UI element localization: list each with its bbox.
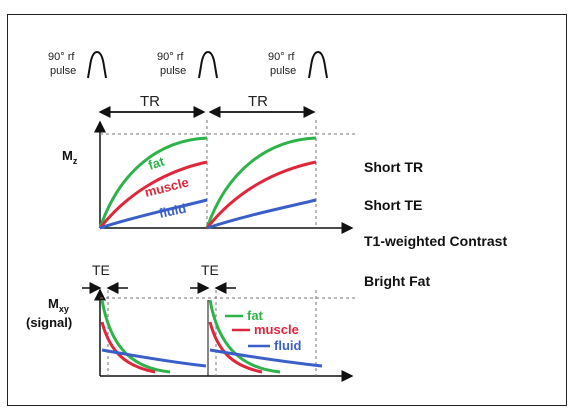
rf-pulse-1: 90° rf pulse [48, 50, 107, 79]
fat-curve-label: fat [146, 153, 166, 172]
rf-pulse-3: 90° rf pulse [268, 50, 328, 79]
short-tr-label: Short TR [364, 159, 423, 175]
short-te-label: Short TE [364, 197, 422, 213]
tr-interval-2: TR [208, 93, 316, 118]
muscle-recovery-curve [98, 160, 317, 229]
te-label: TE [92, 262, 110, 278]
fat-decay-label: fat [247, 308, 264, 323]
pulse-label-line1: 90° rf [157, 51, 184, 63]
te-label: TE [201, 262, 219, 278]
fluid-curve-label: fluid [158, 201, 188, 221]
pulse-shape [308, 50, 328, 79]
te-interval-2: TE [190, 262, 236, 294]
tr-label: TR [248, 93, 268, 110]
muscle-decay-curve-2 [208, 321, 263, 374]
muscle-decay-curve-1 [100, 321, 156, 374]
bright-fat-label: Bright Fat [364, 273, 430, 289]
pulse-label-line2: pulse [50, 65, 76, 77]
fat-recovery-curve [98, 136, 317, 229]
pulse-label-line2: pulse [160, 65, 186, 77]
t1-contrast-label: T1-weighted Contrast [364, 233, 507, 249]
fluid-recovery-curve [99, 198, 317, 230]
pulse-label-line1: 90° rf [268, 51, 295, 63]
mz-axis-label: Mz [62, 148, 78, 166]
pulse-shape [87, 50, 107, 79]
te-interval-1: TE [82, 262, 128, 294]
muscle-decay-label: muscle [254, 322, 299, 337]
fat-decay-curve-2 [208, 299, 281, 374]
tr-interval-1: TR [98, 93, 206, 118]
muscle-curve-label: muscle [143, 175, 190, 200]
fluid-decay-label: fluid [274, 338, 301, 353]
pulse-label-line2: pulse [270, 65, 296, 77]
pulse-shape [198, 50, 218, 79]
mxy-graph: Mxy (signal) fat muscle fluid [26, 288, 355, 382]
rf-pulse-2: 90° rf pulse [157, 50, 218, 79]
fluid-decay-curve-1 [101, 348, 207, 368]
fat-decay-curve-1 [100, 299, 171, 374]
tr-label: TR [140, 93, 160, 110]
signal-label: (signal) [26, 315, 72, 330]
pulse-label-line1: 90° rf [48, 51, 75, 63]
fluid-decay-curve-2 [209, 348, 323, 368]
mxy-axis-label: Mxy [48, 296, 69, 314]
mz-graph: Mz fat muscle fluid [62, 120, 355, 234]
